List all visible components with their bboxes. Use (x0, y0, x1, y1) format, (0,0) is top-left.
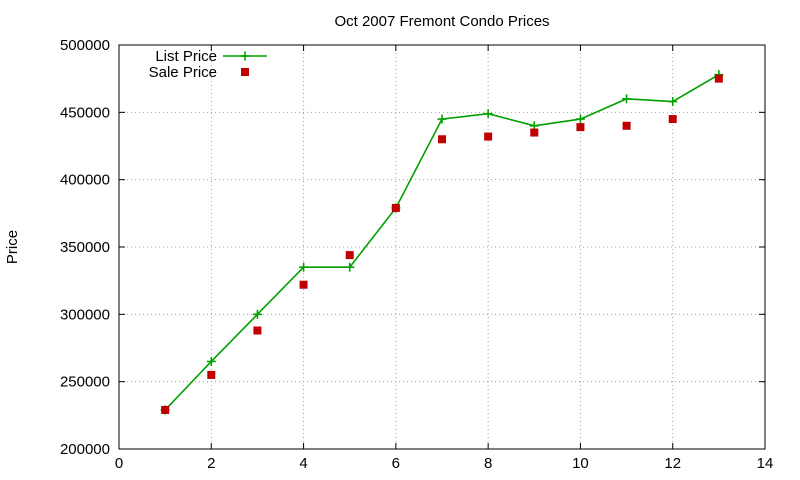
y-tick-label: 450000 (60, 104, 110, 121)
y-axis-title: Price (4, 230, 21, 264)
data-point (575, 114, 585, 124)
x-tick-label: 6 (392, 455, 400, 472)
legend-marker (240, 51, 250, 61)
data-point (299, 280, 308, 289)
series-0 (160, 70, 724, 415)
data-point (576, 123, 585, 132)
legend-marker (241, 68, 249, 76)
legend-label: Sale Price (149, 64, 217, 81)
x-tick-label: 4 (299, 455, 307, 472)
data-point (391, 203, 400, 212)
y-tick-label: 500000 (60, 37, 110, 54)
y-tick-label: 250000 (60, 374, 110, 391)
data-point (252, 309, 262, 319)
x-tick-label: 14 (757, 455, 774, 472)
data-point (622, 94, 632, 104)
data-point (483, 109, 493, 119)
data-point (345, 251, 354, 260)
data-point (161, 405, 170, 414)
x-tick-label: 10 (572, 455, 589, 472)
data-point (253, 326, 262, 335)
data-point (668, 115, 677, 124)
data-point (299, 262, 309, 272)
series-1 (161, 74, 723, 414)
data-point (206, 356, 216, 366)
data-point (438, 135, 446, 144)
legend-label: List Price (155, 48, 217, 65)
series-layer (160, 70, 724, 415)
data-point (345, 262, 355, 272)
y-tick-label: 200000 (60, 441, 110, 458)
axis-ticks: 0 2 4 6 8 10 12 14 200000 250000 300000 350000 40000… (60, 37, 773, 472)
y-tick-label: 300000 (60, 306, 110, 323)
data-point (668, 97, 678, 107)
y-tick-label: 400000 (60, 172, 110, 189)
chart-title: Oct 2007 Fremont Condo Prices (334, 13, 549, 30)
data-point (207, 370, 216, 379)
x-tick-label: 2 (207, 455, 215, 472)
data-point (484, 132, 493, 141)
x-tick-label: 0 (115, 455, 123, 472)
x-tick-label: 8 (484, 455, 492, 472)
y-tick-label: 350000 (60, 239, 110, 256)
data-point (530, 128, 539, 137)
data-point (714, 74, 723, 83)
x-tick-label: 12 (664, 455, 681, 472)
grid (119, 45, 765, 449)
data-point (622, 121, 631, 130)
data-point (437, 114, 447, 124)
series-line (164, 73, 720, 411)
